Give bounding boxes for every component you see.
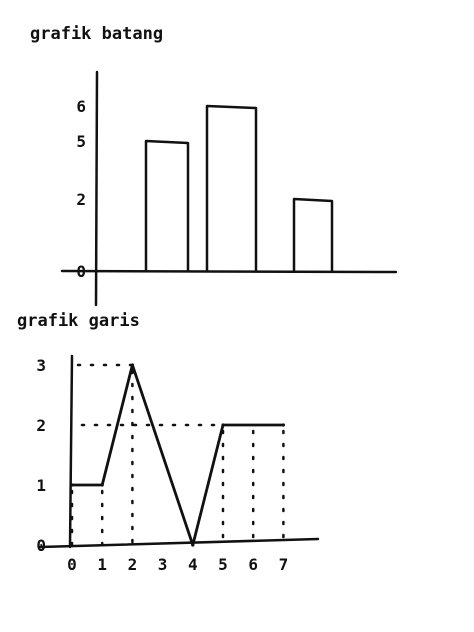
line-x-axis <box>38 537 320 549</box>
data-point <box>130 363 134 367</box>
line-x-tick-label: 5 <box>218 555 228 574</box>
bar-y-tick-label: 5 <box>76 132 86 151</box>
line-x-tick-label: 0 <box>67 555 77 574</box>
data-point <box>191 543 195 547</box>
bar <box>292 197 334 273</box>
bar-x-axis <box>60 269 398 274</box>
line-chart: 0 1 2 3 0 1 2 3 4 5 6 7 <box>36 354 320 574</box>
line-y-tick-label: 3 <box>36 356 46 375</box>
bar-y-tick-label: 2 <box>76 190 86 209</box>
line-x-tick-label: 7 <box>279 555 289 574</box>
line-chart-title: grafik garis <box>17 311 140 331</box>
line-x-tick-label: 1 <box>97 555 107 574</box>
line-x-tick-label: 4 <box>188 555 198 574</box>
line-x-tick-label: 2 <box>128 555 138 574</box>
line-x-tick-label: 6 <box>248 555 258 574</box>
line-x-tick-label: 3 <box>158 555 168 574</box>
line-y-tick-label: 0 <box>36 536 46 555</box>
bar <box>205 104 258 273</box>
bar-y-tick-label: 0 <box>76 262 86 281</box>
data-point <box>70 483 74 487</box>
bar-y-axis <box>94 70 99 307</box>
data-point <box>100 483 104 487</box>
bar-y-tick-label: 6 <box>76 97 86 116</box>
line-y-tick-label: 2 <box>36 416 46 435</box>
data-point <box>221 423 225 427</box>
bar-chart: 0 2 5 6 <box>60 70 398 307</box>
data-line <box>70 363 285 547</box>
bar <box>144 139 190 273</box>
line-y-axis <box>68 354 74 549</box>
line-y-tick-label: 1 <box>36 476 46 495</box>
data-point <box>281 423 285 427</box>
bar-chart-title: grafik batang <box>30 24 164 44</box>
